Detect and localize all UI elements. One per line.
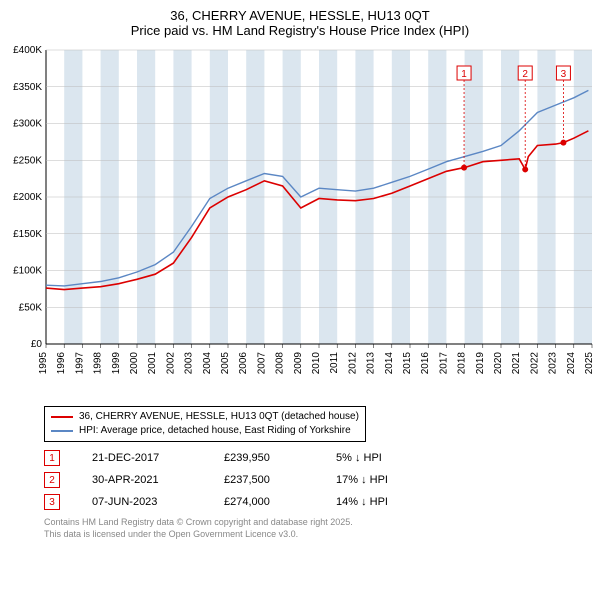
svg-text:2002: 2002 <box>165 352 176 375</box>
title-line-2: Price paid vs. HM Land Registry's House … <box>0 23 600 38</box>
tx-marker: 1 <box>44 450 60 466</box>
svg-text:2005: 2005 <box>220 352 231 375</box>
svg-text:2003: 2003 <box>184 352 195 375</box>
svg-text:2007: 2007 <box>256 352 267 375</box>
svg-text:£400K: £400K <box>13 45 42 56</box>
svg-text:£0: £0 <box>31 339 43 350</box>
svg-text:1998: 1998 <box>93 352 104 375</box>
legend-row-2: HPI: Average price, detached house, East… <box>51 424 359 438</box>
svg-text:2012: 2012 <box>347 352 358 375</box>
tx-date: 07-JUN-2023 <box>92 496 192 508</box>
svg-text:1999: 1999 <box>111 352 122 375</box>
legend-swatch-2 <box>51 430 73 432</box>
tx-marker: 3 <box>44 494 60 510</box>
legend: 36, CHERRY AVENUE, HESSLE, HU13 0QT (det… <box>44 406 366 442</box>
svg-text:1997: 1997 <box>74 352 85 375</box>
svg-text:3: 3 <box>561 69 567 80</box>
tx-price: £274,000 <box>224 496 304 508</box>
chart-svg: £0 £50K £100K £150K £200K £250K £300K £350K £400… <box>0 42 600 402</box>
transaction-row: 2 30-APR-2021 £237,500 17% ↓ HPI <box>44 472 576 488</box>
chart: £0 £50K £100K £150K £200K £250K £300K £350K £400… <box>0 42 600 402</box>
svg-text:1995: 1995 <box>38 352 49 375</box>
legend-swatch-1 <box>51 416 73 418</box>
svg-text:2008: 2008 <box>275 352 286 375</box>
svg-text:2010: 2010 <box>311 352 322 375</box>
svg-text:£200K: £200K <box>13 192 42 203</box>
page: 36, CHERRY AVENUE, HESSLE, HU13 0QT Pric… <box>0 0 600 540</box>
footer-line-1: Contains HM Land Registry data © Crown c… <box>44 516 576 528</box>
svg-text:2: 2 <box>522 69 528 80</box>
svg-text:2022: 2022 <box>529 352 540 375</box>
svg-text:2019: 2019 <box>475 352 486 375</box>
tx-date: 30-APR-2021 <box>92 474 192 486</box>
svg-text:2023: 2023 <box>548 352 559 375</box>
title-line-1: 36, CHERRY AVENUE, HESSLE, HU13 0QT <box>0 8 600 23</box>
svg-text:2024: 2024 <box>566 352 577 375</box>
svg-text:2017: 2017 <box>438 352 449 375</box>
svg-text:£300K: £300K <box>13 119 42 130</box>
tx-price: £239,950 <box>224 452 304 464</box>
tx-marker: 2 <box>44 472 60 488</box>
svg-text:2009: 2009 <box>293 352 304 375</box>
svg-text:£100K: £100K <box>13 266 42 277</box>
svg-text:1996: 1996 <box>56 352 67 375</box>
svg-text:2025: 2025 <box>584 352 595 375</box>
svg-text:2018: 2018 <box>457 352 468 375</box>
svg-text:2006: 2006 <box>238 352 249 375</box>
svg-text:2001: 2001 <box>147 352 158 375</box>
tx-price: £237,500 <box>224 474 304 486</box>
svg-text:2015: 2015 <box>402 352 413 375</box>
svg-text:£350K: £350K <box>13 82 42 93</box>
svg-text:2014: 2014 <box>384 352 395 375</box>
transaction-row: 3 07-JUN-2023 £274,000 14% ↓ HPI <box>44 494 576 510</box>
chart-title: 36, CHERRY AVENUE, HESSLE, HU13 0QT Pric… <box>0 0 600 42</box>
svg-text:1: 1 <box>461 69 467 80</box>
svg-text:£150K: £150K <box>13 229 42 240</box>
transactions-table: 1 21-DEC-2017 £239,950 5% ↓ HPI 2 30-APR… <box>44 450 576 510</box>
tx-diff: 14% ↓ HPI <box>336 496 388 508</box>
legend-row-1: 36, CHERRY AVENUE, HESSLE, HU13 0QT (det… <box>51 410 359 424</box>
tx-diff: 5% ↓ HPI <box>336 452 382 464</box>
transaction-row: 1 21-DEC-2017 £239,950 5% ↓ HPI <box>44 450 576 466</box>
svg-text:2021: 2021 <box>511 352 522 375</box>
tx-diff: 17% ↓ HPI <box>336 474 388 486</box>
footer-line-2: This data is licensed under the Open Gov… <box>44 528 576 540</box>
legend-label-2: HPI: Average price, detached house, East… <box>79 424 351 438</box>
svg-text:2004: 2004 <box>202 352 213 375</box>
svg-text:2020: 2020 <box>493 352 504 375</box>
svg-text:2000: 2000 <box>129 352 140 375</box>
tx-date: 21-DEC-2017 <box>92 452 192 464</box>
footer-note: Contains HM Land Registry data © Crown c… <box>44 516 576 540</box>
svg-text:£50K: £50K <box>19 302 43 313</box>
legend-label-1: 36, CHERRY AVENUE, HESSLE, HU13 0QT (det… <box>79 410 359 424</box>
svg-text:2013: 2013 <box>366 352 377 375</box>
svg-text:£250K: £250K <box>13 155 42 166</box>
svg-text:2011: 2011 <box>329 352 340 374</box>
svg-text:2016: 2016 <box>420 352 431 375</box>
